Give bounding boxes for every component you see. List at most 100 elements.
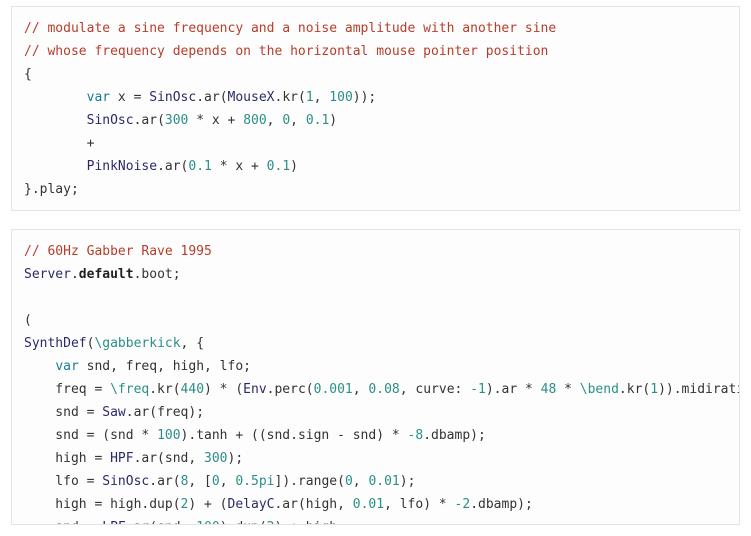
token-ident: LPF [102, 520, 125, 525]
token-num: 300 [165, 113, 188, 128]
token-ident: Env [243, 382, 266, 397]
token-ident: SynthDef [24, 336, 87, 351]
token-plain: , [314, 90, 330, 105]
token-num: -2 [455, 497, 471, 512]
token-plain: . [71, 267, 79, 282]
token-plain: , lfo) * [384, 497, 454, 512]
token-num: 800 [243, 113, 266, 128]
token-plain: ( [24, 313, 32, 328]
token-plain: .ar(high, [274, 497, 352, 512]
token-ident: SinOsc [102, 474, 149, 489]
token-num: 100 [196, 520, 219, 525]
token-ident: DelayC [228, 497, 275, 512]
token-plain: .ar( [149, 474, 180, 489]
token-plain: )); [353, 90, 376, 105]
token-comment: // whose frequency depends on the horizo… [24, 44, 548, 59]
token-plain: ); [400, 474, 416, 489]
token-plain: { [24, 67, 32, 82]
token-kw: var [87, 90, 110, 105]
token-plain: high = [24, 451, 110, 466]
token-plain: , [220, 474, 236, 489]
token-ident: SinOsc [149, 90, 196, 105]
token-num: -1 [470, 382, 486, 397]
token-plain: * [556, 382, 579, 397]
token-plain: .ar( [134, 113, 165, 128]
token-num: 1 [306, 90, 314, 105]
token-plain: .ar(snd, [134, 451, 204, 466]
token-plain: , { [181, 336, 204, 351]
code-block-2: // 60Hz Gabber Rave 1995 Server.default.… [11, 229, 740, 525]
token-num: 1 [650, 382, 658, 397]
token-plain: ) [290, 159, 298, 174]
token-plain: x = [110, 90, 149, 105]
token-num: 100 [157, 428, 180, 443]
token-num: 0 [212, 474, 220, 489]
token-plain [24, 113, 87, 128]
token-ident: MouseX [228, 90, 275, 105]
code-block-1: // modulate a sine frequency and a noise… [11, 6, 740, 211]
token-plain: .ar(freq); [126, 405, 204, 420]
token-ident: Server [24, 267, 71, 282]
token-num: 300 [204, 451, 227, 466]
token-plain: ) [329, 113, 337, 128]
token-num: 48 [541, 382, 557, 397]
token-plain: ]).range( [275, 474, 345, 489]
token-plain: * x + [188, 113, 243, 128]
token-plain: .ar( [157, 159, 188, 174]
token-num: 100 [329, 90, 352, 105]
token-plain: snd = [24, 405, 102, 420]
token-comment: // 60Hz Gabber Rave 1995 [24, 244, 212, 259]
token-num: 0.08 [368, 382, 399, 397]
token-ident: PinkNoise [87, 159, 157, 174]
token-plain: ) * ( [204, 382, 243, 397]
token-plain: .ar(snd, [126, 520, 196, 525]
token-plain: .kr( [275, 90, 306, 105]
token-num: 0 [345, 474, 353, 489]
token-plain: , [267, 113, 283, 128]
token-num: 2 [267, 520, 275, 525]
token-plain: ).ar * [486, 382, 541, 397]
token-comment: // modulate a sine frequency and a noise… [24, 21, 556, 36]
token-plain: .dbamp); [423, 428, 486, 443]
token-num: 0.5pi [235, 474, 274, 489]
token-plain: )).midiratio; [658, 382, 740, 397]
token-num: -8 [408, 428, 424, 443]
token-plain: .dbamp); [470, 497, 533, 512]
token-plain: .kr( [149, 382, 180, 397]
token-plain: .perc( [267, 382, 314, 397]
token-num: 440 [181, 382, 204, 397]
token-plain: + [24, 136, 94, 151]
token-plain: ); [228, 451, 244, 466]
token-ident: HPF [110, 451, 133, 466]
token-num: \bend [580, 382, 619, 397]
token-default: default [79, 267, 134, 282]
token-plain: lfo = [24, 474, 102, 489]
token-plain [24, 359, 55, 374]
token-plain: .ar( [196, 90, 227, 105]
token-plain: snd, freq, high, lfo; [79, 359, 251, 374]
token-ident: SinOsc [87, 113, 134, 128]
token-ident: Saw [102, 405, 125, 420]
token-plain: snd = (snd * [24, 428, 157, 443]
token-num: 0.1 [188, 159, 211, 174]
token-plain: }.play; [24, 182, 79, 197]
token-plain: , [353, 474, 369, 489]
token-plain: high = high.dup( [24, 497, 181, 512]
token-plain: ).tanh + ((snd.sign - snd) * [181, 428, 408, 443]
token-plain: ).dup( [220, 520, 267, 525]
token-plain: snd = [24, 520, 102, 525]
token-kw: var [55, 359, 78, 374]
token-num: 0.01 [368, 474, 399, 489]
token-plain [24, 90, 87, 105]
token-plain: ) + high; [275, 520, 345, 525]
token-num: 0.01 [353, 497, 384, 512]
token-plain: , curve: [400, 382, 470, 397]
token-plain: .kr( [619, 382, 650, 397]
token-plain: * x + [212, 159, 267, 174]
token-plain: , [353, 382, 369, 397]
token-plain: ) + ( [188, 497, 227, 512]
token-plain: .boot; [134, 267, 181, 282]
token-plain [24, 159, 87, 174]
token-num: 0.1 [306, 113, 329, 128]
token-num: \gabberkick [94, 336, 180, 351]
